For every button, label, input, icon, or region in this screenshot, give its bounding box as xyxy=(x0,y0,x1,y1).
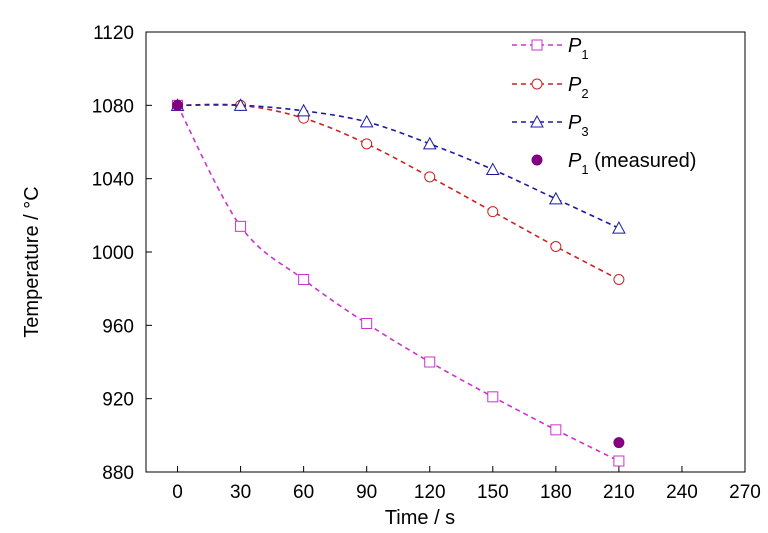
series-line xyxy=(177,103,620,281)
legend-label: P2 xyxy=(568,74,589,101)
x-tick-label: 0 xyxy=(172,482,183,503)
legend-marker xyxy=(530,114,544,128)
data-point xyxy=(487,206,499,218)
data-point xyxy=(359,114,374,128)
legend-item-4: P1 (measured) xyxy=(531,150,696,177)
legend-item-3: P3 xyxy=(512,112,589,139)
series-1 xyxy=(172,99,625,467)
data-point xyxy=(487,391,499,403)
data-point xyxy=(172,99,184,111)
x-tick-label: 180 xyxy=(540,482,572,503)
series-layer xyxy=(170,98,626,467)
legend-label: P3 xyxy=(568,112,589,139)
data-point xyxy=(548,191,563,205)
x-tick-label: 270 xyxy=(729,482,761,503)
data-point xyxy=(485,162,500,175)
data-point xyxy=(613,274,625,285)
y-tick-label: 960 xyxy=(102,316,134,337)
legend-label: P1 (measured) xyxy=(568,150,696,177)
y-axis-title: Temperature / °C xyxy=(21,186,43,337)
data-point xyxy=(612,221,626,234)
data-point xyxy=(550,424,562,436)
legend-item-1: P1 xyxy=(512,35,589,62)
plot-frame xyxy=(145,31,746,473)
data-point xyxy=(613,455,625,467)
x-tick-label: 120 xyxy=(414,482,446,503)
y-tick-label: 880 xyxy=(102,463,134,484)
data-point xyxy=(550,241,562,252)
data-point xyxy=(235,220,247,232)
y-tick-label: 1080 xyxy=(92,96,134,117)
data-point xyxy=(298,274,310,285)
y-tick-label: 1000 xyxy=(92,243,134,264)
data-point xyxy=(424,171,436,183)
x-tick-label: 60 xyxy=(293,482,314,503)
data-point xyxy=(424,356,436,368)
x-tick-label: 150 xyxy=(477,482,509,503)
data-point xyxy=(613,437,625,449)
legend-item-2: P2 xyxy=(512,74,589,101)
data-point xyxy=(296,103,311,117)
legend-marker xyxy=(531,39,543,51)
x-axis-title: Time / s xyxy=(385,507,455,529)
series-4 xyxy=(172,99,625,449)
data-point xyxy=(361,318,373,329)
series-line xyxy=(176,104,620,462)
legend-marker xyxy=(531,78,543,90)
data-point xyxy=(361,138,373,150)
series-2 xyxy=(172,99,625,285)
y-tick-label: 920 xyxy=(102,390,134,411)
y-tick-label: 1120 xyxy=(93,23,134,44)
x-tick-label: 90 xyxy=(356,482,377,503)
legend: P1 P2 P3 P1 (measured) xyxy=(512,35,696,177)
data-point xyxy=(422,136,437,150)
y-tick-label: 1040 xyxy=(92,170,134,191)
series-3 xyxy=(170,98,626,234)
axis-ticks: 0 30 60 90 120 150 180 210 240 270 880 920 960 1000 10… xyxy=(92,23,761,503)
x-tick-label: 240 xyxy=(666,482,698,503)
series-line xyxy=(177,104,620,229)
legend-label: P1 xyxy=(568,35,589,62)
legend-marker xyxy=(531,154,543,166)
data-point xyxy=(233,98,248,111)
x-tick-label: 210 xyxy=(603,482,635,503)
x-tick-label: 30 xyxy=(230,482,251,503)
